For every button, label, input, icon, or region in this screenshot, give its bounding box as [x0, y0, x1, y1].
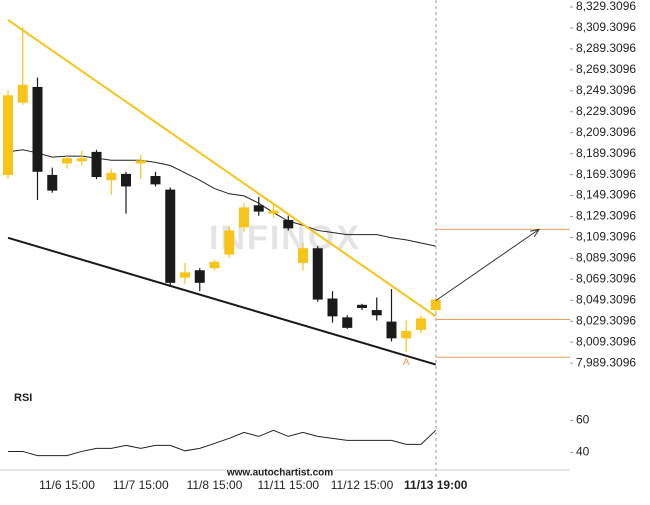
candle-body: [106, 172, 117, 181]
y-tick-label: 8,109.3096: [576, 230, 636, 244]
candle-body: [150, 175, 161, 185]
y-tick-label: 8,309.3096: [576, 20, 636, 34]
candle-body: [401, 331, 412, 339]
rsi-line: [8, 429, 437, 457]
candle-body: [298, 248, 308, 263]
candle-body: [416, 318, 426, 330]
candle-body: [327, 298, 338, 317]
candle-body: [62, 158, 72, 164]
trendline: [7, 19, 437, 318]
x-tick-label: 11/13 19:00: [404, 478, 468, 492]
candle-body: [209, 261, 220, 269]
y-tick-label: 8,129.3096: [576, 209, 636, 223]
candle-body: [135, 160, 146, 164]
candle-body: [283, 219, 294, 229]
y-tick-label: 8,229.3096: [576, 104, 636, 118]
x-tick-label: 11/6 15:00: [39, 478, 95, 492]
y-tick-label: 8,249.3096: [576, 83, 636, 97]
moving-average: [7, 149, 436, 247]
y-tick-label: 8,209.3096: [576, 125, 636, 139]
y-tick-label: 8,289.3096: [576, 41, 636, 55]
y-tick-label: 8,169.3096: [576, 167, 636, 181]
y-tick-label: 8,269.3096: [576, 62, 636, 76]
y-tick-label: 8,049.3096: [576, 292, 636, 306]
y-tick-label: 40: [576, 445, 590, 459]
candle-body: [357, 304, 367, 308]
y-tick-label: 8,329.3096: [576, 0, 636, 13]
candle-body: [386, 321, 397, 339]
y-tick-label: 8,029.3096: [576, 313, 636, 327]
candle-body: [47, 174, 58, 191]
source-label: www.autochartist.com: [226, 468, 333, 479]
candle-body: [268, 210, 279, 214]
trendline: [7, 236, 437, 366]
candle-body: [180, 272, 190, 278]
x-tick-label: 11/12 15:00: [331, 478, 394, 492]
candle-body: [32, 86, 43, 172]
x-tick-label: 11/7 15:00: [113, 478, 169, 492]
candle-body: [224, 230, 235, 255]
y-tick-label: 8,189.3096: [576, 146, 636, 160]
forecast-arrow: [435, 228, 541, 302]
candle-body: [430, 299, 441, 311]
candle-body: [91, 151, 102, 178]
y-tick-label: 8,149.3096: [576, 188, 636, 202]
candle-body: [312, 248, 323, 300]
x-tick-label: 11/8 15:00: [187, 478, 243, 492]
candle-body: [239, 207, 249, 228]
y-tick-label: 8,089.3096: [576, 251, 636, 265]
candle-body: [194, 270, 205, 283]
candle-body: [121, 173, 131, 187]
pattern-label: A: [403, 357, 410, 368]
candle-body: [3, 95, 13, 175]
candle-body: [165, 189, 176, 283]
candle-body: [371, 310, 382, 316]
x-tick-label: 11/11 15:00: [257, 478, 319, 492]
candle-body: [253, 205, 264, 212]
y-tick-label: 8,069.3096: [576, 272, 636, 286]
y-tick-label: 60: [576, 413, 590, 427]
panel-title: RSI: [14, 392, 32, 404]
y-tick-label: 7,989.3096: [576, 355, 636, 369]
candle-body: [76, 158, 87, 162]
y-tick-label: 8,009.3096: [576, 334, 636, 348]
candle-body: [17, 84, 28, 103]
candle-body: [342, 317, 353, 328]
